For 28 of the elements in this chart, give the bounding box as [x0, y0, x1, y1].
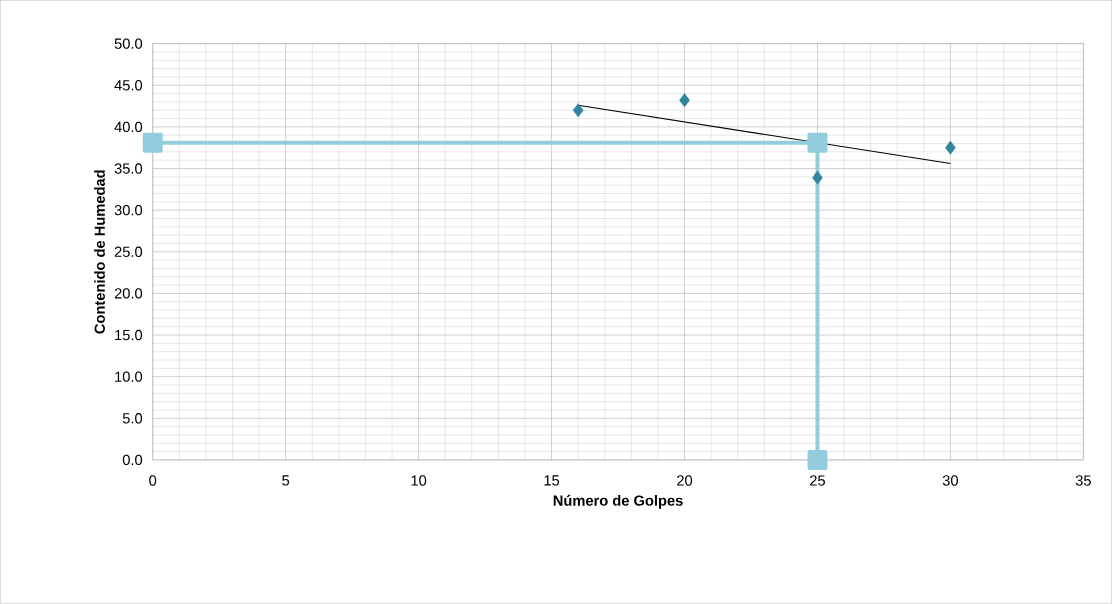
x-tick-label: 10	[411, 475, 427, 486]
y-tick-label: 50.0	[114, 38, 143, 50]
x-tick-label: 25	[810, 475, 825, 486]
point	[679, 93, 690, 108]
x-tick-label: 0	[149, 475, 157, 486]
y-tick-label: 30.0	[114, 205, 143, 216]
point	[572, 103, 584, 118]
y-tick-label: 5.0	[122, 413, 143, 424]
x-axis-title: Número de Golpes	[553, 495, 683, 509]
y-axis-title: Contenido de Humedad	[94, 170, 105, 334]
y-tick-label: 40.0	[114, 121, 143, 133]
y-tick-label: 20.0	[114, 288, 143, 299]
point	[812, 170, 823, 185]
point	[807, 450, 828, 471]
point	[142, 132, 163, 153]
x-tick-label: 35	[1075, 475, 1091, 486]
y-tick-label: 10.0	[115, 371, 143, 383]
y-tick-label: 35.0	[114, 163, 143, 174]
y-tick-label: 25.0	[114, 246, 143, 258]
point	[945, 140, 956, 155]
x-tick-label: 20	[677, 475, 693, 486]
y-tick-label: 45.0	[114, 80, 143, 91]
y-tick-label: 0.0	[122, 454, 143, 466]
point	[807, 132, 828, 153]
x-tick-label: 5	[282, 475, 290, 486]
x-tick-label: 30	[942, 475, 958, 486]
y-tick-label: 15.0	[115, 330, 143, 341]
x-tick-label: 15	[544, 475, 560, 486]
